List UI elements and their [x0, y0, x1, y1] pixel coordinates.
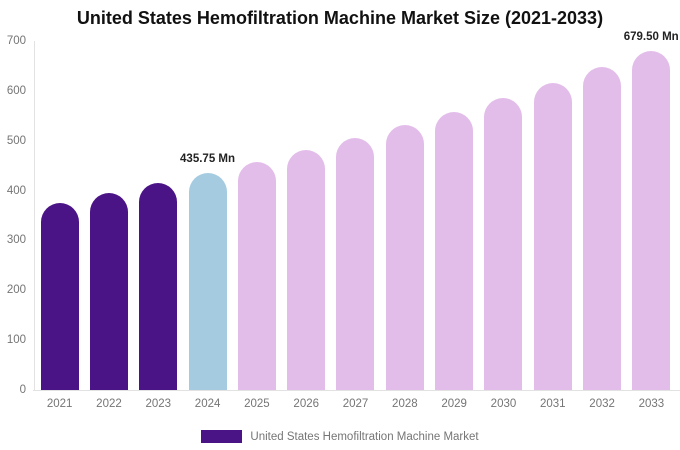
bar-value-label-2024: 435.75 Mn: [180, 152, 236, 165]
bar-2026[interactable]: [287, 150, 326, 390]
bar-2031[interactable]: [533, 82, 572, 390]
bars-container: 435.75 Mn 679.50 Mn: [35, 31, 679, 390]
y-tick-label: 600: [6, 84, 26, 97]
x-label-2032: 2032: [589, 398, 615, 410]
bar-2029[interactable]: [435, 111, 474, 390]
chart-title: United States Hemofiltration Machine Mar…: [76, 8, 604, 28]
bar-2022[interactable]: [89, 193, 128, 390]
x-axis-labels: 2021 2022 2023 2024 2025 2026 2027 2028 2029 2030…: [35, 398, 676, 410]
y-tick-label: 400: [6, 184, 26, 197]
y-tick-label: 100: [6, 334, 26, 347]
legend-swatch: [201, 430, 243, 443]
x-label-2027: 2027: [342, 398, 369, 410]
bar-cell-2028: [385, 41, 424, 390]
plot-area: 435.75 Mn 679.50 Mn: [35, 31, 679, 390]
x-label-2028: 2028: [392, 398, 418, 410]
x-label-2024: 2024: [194, 398, 221, 410]
bar-cell-2024: 435.75 Mn: [180, 41, 235, 390]
x-label-2031: 2031: [539, 398, 566, 410]
y-tick-label: 500: [6, 134, 26, 147]
bar-2033[interactable]: [632, 51, 671, 390]
bar-2023[interactable]: [139, 183, 178, 390]
y-tick-label: 200: [6, 284, 26, 297]
bar-cell-2025: [237, 41, 276, 390]
bar-cell-2021: [40, 41, 79, 390]
x-label-2026: 2026: [293, 398, 320, 410]
bar-cell-2031: [533, 41, 572, 390]
bar-2030[interactable]: [484, 97, 523, 390]
y-tick-label: 300: [6, 234, 26, 247]
bar-cell-2033: 679.50 Mn: [624, 31, 679, 390]
y-tick-label: 700: [6, 35, 26, 47]
y-axis-tick-labels: 0 100 200 300 400 500 600 700: [0, 35, 29, 396]
bar-cell-2032: [582, 41, 621, 390]
bar-value-label-2033: 679.50 Mn: [623, 31, 679, 44]
x-label-2023: 2023: [145, 398, 172, 410]
bar-cell-2027: [336, 41, 375, 390]
x-label-2022: 2022: [96, 398, 122, 410]
y-tick-label: 0: [19, 384, 26, 396]
bar-2027[interactable]: [336, 138, 375, 390]
bar-2032[interactable]: [582, 67, 621, 390]
legend[interactable]: United States Hemofiltration Machine Mar…: [0, 430, 680, 443]
bar-2024[interactable]: [188, 172, 227, 390]
x-label-2029: 2029: [441, 398, 467, 410]
bar-cell-2023: [139, 41, 178, 390]
bar-2021[interactable]: [40, 202, 79, 390]
x-label-2033: 2033: [638, 398, 665, 410]
bar-2025[interactable]: [237, 161, 276, 390]
x-label-2025: 2025: [244, 398, 270, 410]
bar-cell-2022: [89, 41, 128, 390]
bar-cell-2029: [435, 41, 474, 390]
bar-cell-2026: [287, 41, 326, 390]
bar-2028[interactable]: [385, 125, 424, 390]
y-axis-line: [34, 41, 35, 390]
x-axis-line: [33, 390, 680, 391]
legend-label: United States Hemofiltration Machine Mar…: [250, 430, 479, 443]
x-label-2030: 2030: [490, 398, 517, 410]
x-label-2021: 2021: [46, 398, 73, 410]
bar-cell-2030: [484, 41, 523, 390]
